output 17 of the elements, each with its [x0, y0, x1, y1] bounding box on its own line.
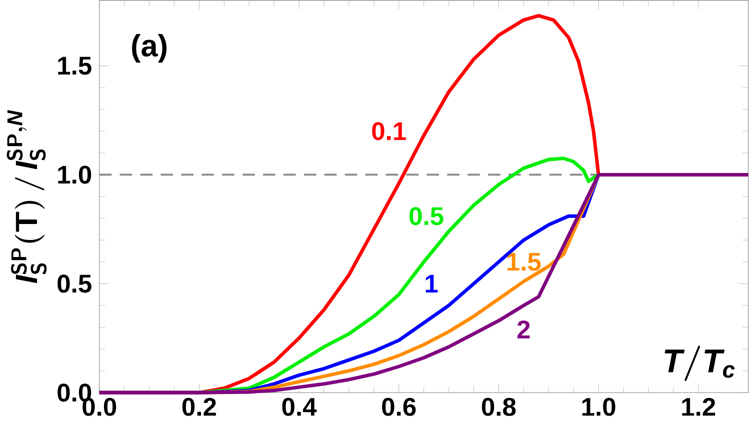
series-label: 1.5 [507, 253, 541, 271]
x-tick-label: 0.2 [182, 398, 216, 416]
x-tick-label: 0.8 [482, 398, 516, 416]
annotation: (a) [132, 34, 166, 63]
y-tick-label: 1.0 [58, 166, 92, 184]
series-label: 0.1 [372, 122, 406, 140]
x-tick-label: 0.4 [282, 398, 317, 416]
y-tick-label: 1.5 [58, 56, 92, 75]
x-tick-label: 1.2 [682, 398, 716, 416]
series-label: 1 [426, 275, 438, 293]
x-axis-title: $\mathbf{\mathit{T/T_c}}$ [664, 346, 735, 382]
series-label: 0.5 [410, 207, 444, 226]
x-tick-label: 1.0 [582, 398, 616, 416]
y-axis-title: $\mathit{I}_{\mathsf{S}}^{\mathsf{SP}}\mathsf{(T)}\,/\,\mathit{I}_{\mathsf{S}}^{\mathsf{SP},\mathit{N}}$ [6, 110, 47, 284]
x-tick-label: 0.6 [382, 398, 416, 416]
y-tick-label: 0.5 [58, 274, 92, 293]
series-label: 2 [517, 320, 530, 338]
